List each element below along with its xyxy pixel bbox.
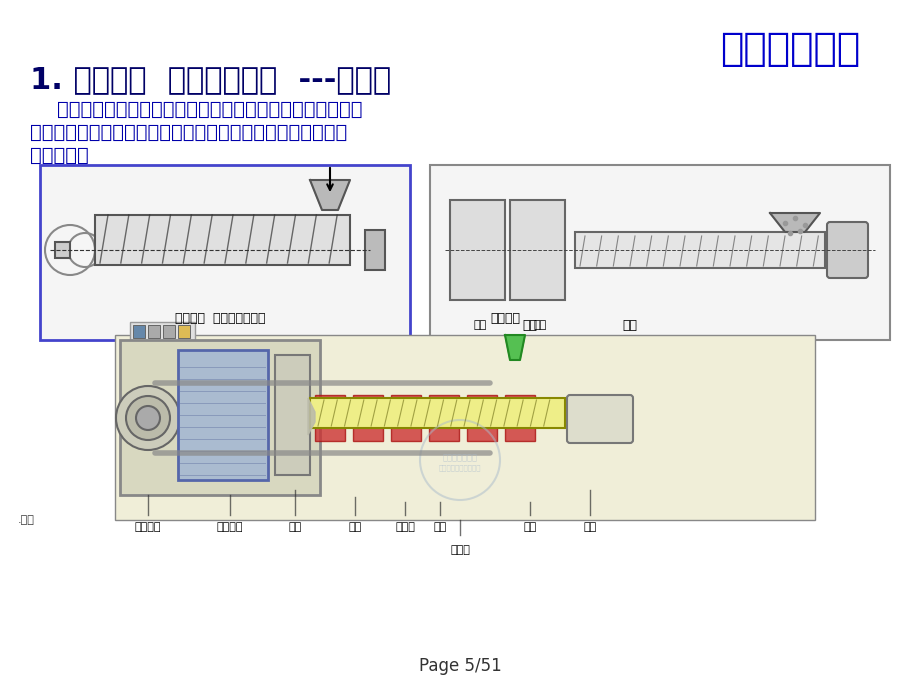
Text: 止逆环: 止逆环 <box>449 545 470 555</box>
Text: 注塑塑料网站第一品牌: 注塑塑料网站第一品牌 <box>438 464 481 471</box>
Text: .模具: .模具 <box>18 515 35 525</box>
FancyBboxPatch shape <box>429 165 889 340</box>
Text: 脱模机构: 脱模机构 <box>217 522 243 532</box>
Bar <box>119 340 320 495</box>
FancyBboxPatch shape <box>566 395 632 443</box>
Bar <box>95 215 349 265</box>
Text: 马达: 马达 <box>583 522 596 532</box>
Text: 机筒: 机筒 <box>348 522 361 532</box>
Bar <box>428 395 459 441</box>
Text: 動模: 動模 <box>522 319 537 332</box>
Polygon shape <box>769 213 819 232</box>
Text: 注射成型是熱塑性塑料制品生產的一種重要方法。注射模塑: 注射成型是熱塑性塑料制品生產的一種重要方法。注射模塑 <box>30 100 362 119</box>
Bar <box>505 395 535 441</box>
Circle shape <box>126 396 170 440</box>
Bar <box>130 322 195 340</box>
Text: 定模: 定模 <box>622 319 637 332</box>
Bar <box>55 242 70 258</box>
Bar <box>275 355 310 475</box>
Text: 不僅用於熱塑性塑料的成型，而且已經成功地就應用於熱固性: 不僅用於熱塑性塑料的成型，而且已經成功地就應用於熱固性 <box>30 123 346 142</box>
Bar <box>133 325 145 338</box>
Text: 定模: 定模 <box>533 320 546 330</box>
Polygon shape <box>308 398 314 435</box>
Bar <box>353 395 382 441</box>
Bar <box>467 395 496 441</box>
Bar <box>509 200 564 300</box>
Text: 拉杆: 拉杆 <box>288 522 301 532</box>
FancyBboxPatch shape <box>826 222 867 278</box>
Text: 直角接套: 直角接套 <box>134 522 161 532</box>
Bar <box>310 398 564 428</box>
Text: 塑膠模具分類: 塑膠模具分類 <box>719 30 859 68</box>
Circle shape <box>116 386 180 450</box>
Text: 加热器: 加热器 <box>394 522 414 532</box>
Bar <box>314 395 345 441</box>
Text: 合模装置  （连杆式）模具: 合模装置 （连杆式）模具 <box>175 312 266 325</box>
FancyBboxPatch shape <box>40 165 410 340</box>
Polygon shape <box>505 335 525 360</box>
Text: 料斗: 料斗 <box>523 522 536 532</box>
Bar <box>449 200 505 300</box>
Bar <box>163 325 175 338</box>
Text: 1. 注塑成型  （射出成型）  ---原理圖: 1. 注塑成型 （射出成型） ---原理圖 <box>30 65 391 94</box>
Text: 注射装置: 注射装置 <box>490 312 519 325</box>
Bar <box>177 350 267 480</box>
Bar <box>177 325 190 338</box>
Text: 塑料的成型: 塑料的成型 <box>30 146 88 165</box>
Bar <box>574 232 824 268</box>
Circle shape <box>136 406 160 430</box>
Text: 動模: 動模 <box>473 320 486 330</box>
Bar <box>148 325 160 338</box>
Bar <box>391 395 421 441</box>
Bar <box>115 335 814 520</box>
Polygon shape <box>310 180 349 210</box>
Text: 中国塑料行业网: 中国塑料行业网 <box>442 453 477 462</box>
Text: 螺杆: 螺杆 <box>433 522 446 532</box>
Bar <box>365 230 384 270</box>
Text: Page 5/51: Page 5/51 <box>418 657 501 675</box>
